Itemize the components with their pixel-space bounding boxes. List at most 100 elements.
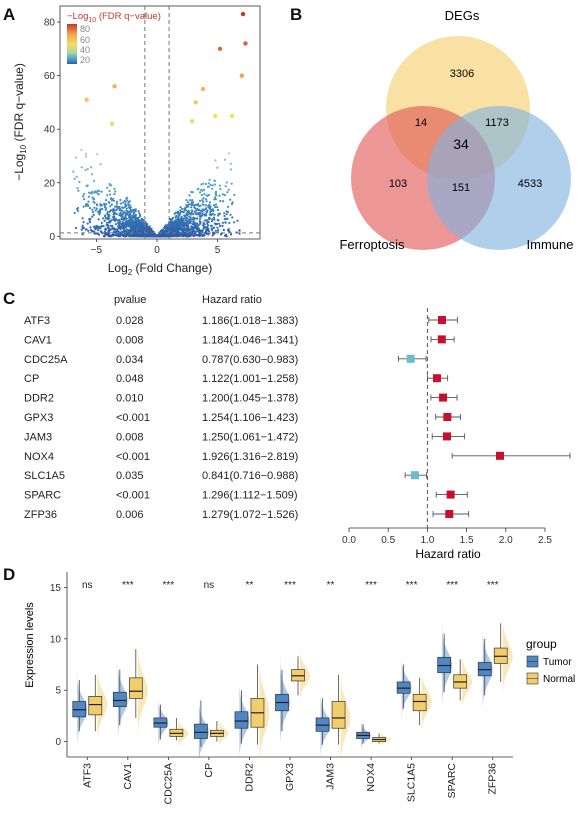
volcano-point xyxy=(145,227,148,230)
volcano-point xyxy=(190,206,193,209)
volcano-point xyxy=(166,225,169,228)
volcano-point xyxy=(138,219,141,222)
volcano-point xyxy=(96,153,99,156)
forest-x-tick-label: 0.0 xyxy=(342,535,356,546)
volcano-point xyxy=(180,234,183,237)
volcano-point xyxy=(114,190,117,193)
volcano-point xyxy=(137,224,140,227)
box-y-tick-label: 5 xyxy=(55,686,61,697)
volcano-point xyxy=(200,188,203,191)
box-violin-normal xyxy=(421,666,432,737)
volcano-point xyxy=(185,206,188,209)
volcano-point xyxy=(80,228,83,231)
volcano-point xyxy=(224,185,227,188)
volcano-point xyxy=(185,219,188,222)
volcano-point xyxy=(138,235,141,238)
volcano-point xyxy=(190,213,193,216)
volcano-point xyxy=(121,201,124,204)
volcano-point xyxy=(147,233,150,236)
volcano-point xyxy=(85,185,88,188)
forest-hr-text: 1.926(1.316−2.819) xyxy=(202,451,298,463)
volcano-y-tick-label: 80 xyxy=(44,18,56,29)
volcano-point xyxy=(176,211,179,214)
volcano-point xyxy=(119,227,122,230)
forest-x-tick-label: 1.0 xyxy=(420,535,434,546)
volcano-point xyxy=(221,221,224,224)
volcano-point xyxy=(200,183,203,186)
volcano-point xyxy=(121,234,124,237)
volcano-point xyxy=(182,210,185,213)
volcano-point xyxy=(89,218,92,221)
volcano-point xyxy=(119,211,122,214)
volcano-point xyxy=(114,223,117,226)
volcano-point xyxy=(190,201,193,204)
volcano-highlight-point xyxy=(240,11,246,17)
volcano-highlight-point xyxy=(217,46,223,52)
volcano-point xyxy=(206,209,209,212)
volcano-point xyxy=(76,209,79,212)
volcano-point xyxy=(178,214,181,217)
volcano-point xyxy=(170,221,173,224)
volcano-point xyxy=(90,166,93,169)
forest-pvalue: 0.006 xyxy=(116,509,144,521)
volcano-point xyxy=(95,207,98,210)
volcano-point xyxy=(214,159,217,162)
volcano-point xyxy=(229,198,232,201)
volcano-point xyxy=(103,206,107,209)
forest-pvalue: 0.028 xyxy=(116,315,144,327)
volcano-point xyxy=(84,204,87,207)
forest-point-marker xyxy=(445,510,454,518)
volcano-highlight-point xyxy=(84,97,89,102)
forest-pvalue: 0.035 xyxy=(116,470,144,482)
volcano-point xyxy=(131,220,134,223)
volcano-point xyxy=(231,216,234,219)
volcano-point xyxy=(191,204,195,207)
volcano-point xyxy=(193,204,196,207)
box-y-axis-label: Expression levels xyxy=(24,602,36,688)
volcano-highlight-point xyxy=(112,84,117,89)
volcano-point xyxy=(170,233,173,236)
volcano-point xyxy=(93,206,96,209)
box-x-tick-label: GPX3 xyxy=(284,763,296,791)
forest-gene-label: SPARC xyxy=(24,490,61,502)
volcano-point xyxy=(229,213,232,216)
volcano-point xyxy=(102,235,106,238)
box-significance-label: *** xyxy=(446,580,458,591)
forest-gene-label: SLC1A5 xyxy=(24,470,65,482)
forest-hr-text: 1.250(1.061−1.472) xyxy=(202,431,298,443)
volcano-point xyxy=(87,195,90,198)
forest-x-axis-label: Hazard ratio xyxy=(415,547,481,561)
volcano-legend-colorbar xyxy=(67,24,77,64)
volcano-point xyxy=(73,211,76,214)
volcano-point xyxy=(93,225,96,228)
volcano-point xyxy=(76,207,79,211)
volcano-point xyxy=(129,209,132,212)
volcano-point xyxy=(210,220,214,223)
volcano-point xyxy=(155,235,158,238)
volcano-point xyxy=(105,203,108,206)
volcano-point xyxy=(217,219,220,222)
volcano-point xyxy=(121,213,124,216)
volcano-point xyxy=(92,213,95,217)
volcano-point xyxy=(228,221,231,224)
volcano-point xyxy=(112,199,116,202)
volcano-point xyxy=(141,235,144,238)
volcano-point xyxy=(141,229,144,233)
volcano-point xyxy=(82,193,85,196)
venn-count-all: 34 xyxy=(453,136,469,152)
volcano-point xyxy=(193,210,196,213)
forest-pvalue: <0.001 xyxy=(116,412,150,424)
volcano-point xyxy=(189,199,192,202)
volcano-point xyxy=(141,221,144,224)
volcano-point xyxy=(192,234,195,238)
volcano-point xyxy=(114,205,117,208)
volcano-x-tick-label: −5 xyxy=(91,245,103,256)
volcano-point xyxy=(206,194,209,197)
volcano-point xyxy=(209,211,212,214)
volcano-highlight-point xyxy=(189,118,195,124)
volcano-point xyxy=(117,206,120,209)
volcano-point xyxy=(195,234,198,237)
forest-header-hazard-ratio: Hazard ratio xyxy=(202,294,262,306)
volcano-point xyxy=(86,204,90,207)
